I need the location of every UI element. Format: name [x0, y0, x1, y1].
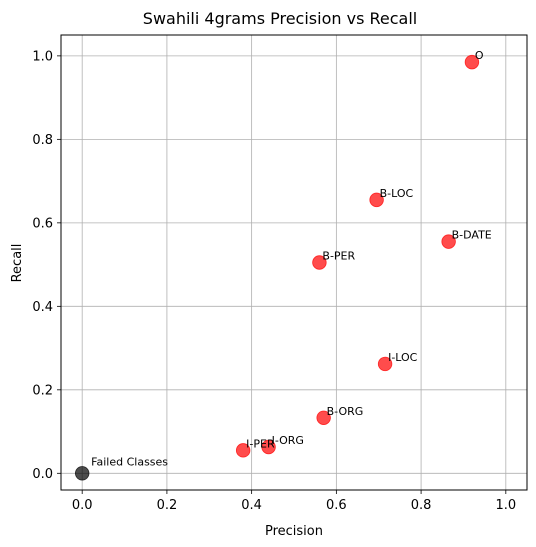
y-tick-label: 0.4	[32, 300, 53, 315]
data-point	[464, 54, 480, 70]
data-point	[312, 255, 327, 270]
data-point	[316, 410, 331, 425]
point-label: B-PER	[322, 250, 355, 263]
data-point	[235, 443, 251, 458]
point-label: I-PER	[246, 437, 275, 450]
data-point	[377, 356, 393, 372]
x-tick-label: 0.6	[326, 498, 347, 513]
x-tick-label: 0.0	[72, 498, 93, 513]
point-label: B-ORG	[327, 405, 364, 418]
x-tick-label: 0.8	[411, 498, 432, 513]
y-tick-label: 0.2	[32, 383, 53, 398]
x-tick-label: 1.0	[495, 498, 516, 513]
plot-frame	[60, 34, 528, 491]
data-point	[74, 466, 90, 481]
x-tick-label: 0.2	[157, 498, 178, 513]
y-axis: 0.0 0.2 0.4 0.6 0.8 1.0	[32, 49, 61, 482]
y-tick-label: 0.0	[32, 467, 53, 482]
grid	[61, 35, 527, 490]
chart-title: Swahili 4grams Precision vs Recall	[143, 9, 417, 28]
y-axis-label: Recall	[10, 244, 25, 283]
data-point	[441, 234, 456, 249]
y-tick-label: 1.0	[32, 49, 53, 64]
point-label: Failed Classes	[91, 455, 168, 468]
x-tick-label: 0.4	[241, 498, 262, 513]
point-label: B-DATE	[452, 229, 492, 242]
point-label: O	[475, 49, 484, 62]
x-axis-label: Precision	[265, 524, 323, 539]
data-point	[369, 192, 384, 208]
y-tick-label: 0.6	[32, 216, 53, 231]
y-tick-label: 0.8	[32, 133, 53, 148]
x-axis: 0.0 0.2 0.4 0.6 0.8 1.0	[72, 490, 516, 513]
data-point	[261, 439, 276, 455]
point-label: B-LOC	[380, 187, 414, 200]
point-label: I-ORG	[272, 434, 304, 447]
point-label: I-LOC	[388, 351, 418, 364]
